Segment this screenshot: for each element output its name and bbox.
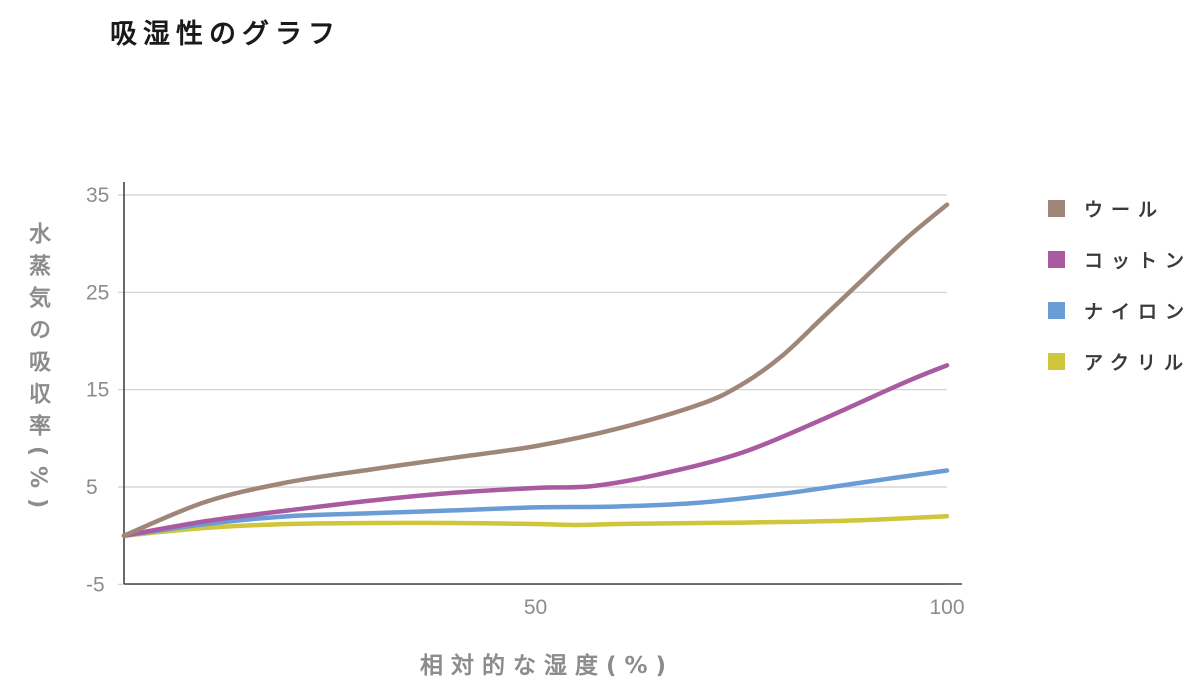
legend-swatch [1048, 199, 1065, 217]
legend-item: ウール [1048, 196, 1192, 221]
tick-labels: 35 25 15 5 -5 50 100 [86, 184, 965, 619]
y-tick-label: 5 [86, 476, 98, 499]
y-axis-label: 水蒸気の吸収率(%) [25, 222, 50, 519]
series-line [121, 468, 950, 538]
legend-label: ウール [1084, 198, 1166, 221]
y-tick-label: 15 [86, 379, 109, 402]
legend-swatch [1048, 250, 1065, 268]
legend-item: ナイロン [1048, 298, 1193, 323]
legend-label: コットン [1084, 249, 1193, 272]
axes [123, 182, 962, 585]
y-tick-label: 35 [86, 184, 109, 207]
legend-label: ナイロン [1084, 300, 1193, 323]
legend-item: アクリル [1048, 349, 1192, 374]
x-tick-label: 50 [524, 596, 547, 619]
legend: ウールコットンナイロンアクリル [1048, 196, 1192, 400]
series-line [121, 202, 950, 538]
x-tick-label: 100 [929, 596, 964, 619]
chart-title: 吸湿性のグラフ [110, 19, 341, 50]
legend-swatch [1048, 301, 1065, 319]
legend-item: コットン [1048, 247, 1193, 272]
series-line [121, 513, 950, 538]
x-axis-label: 相対的な湿度(%) [420, 653, 675, 679]
y-tick-label: 25 [86, 281, 109, 304]
series-lines [121, 202, 950, 538]
legend-label: アクリル [1084, 351, 1192, 374]
series-line [121, 363, 950, 538]
legend-swatch [1048, 352, 1065, 370]
y-tick-label: -5 [86, 573, 105, 596]
